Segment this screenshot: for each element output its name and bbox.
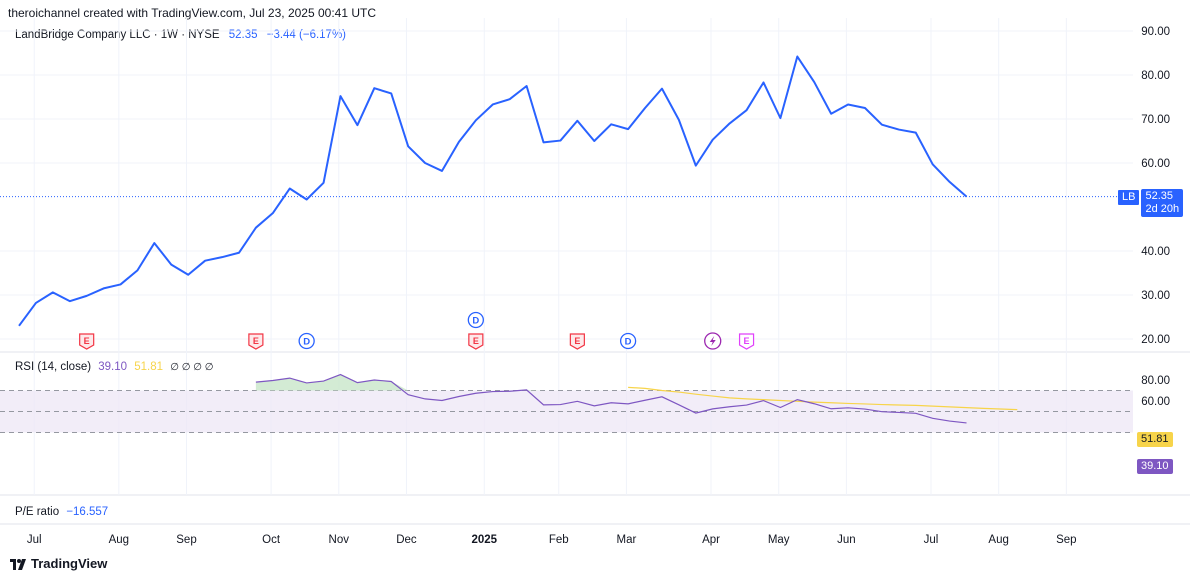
pe-label: P/E ratio [15, 506, 60, 518]
earnings-icon[interactable]: E [569, 333, 585, 350]
dividend-badge [467, 311, 484, 329]
price-tag-value: 52.35 [1145, 190, 1173, 202]
rsi-ma-tag: 51.81 [1137, 432, 1173, 447]
earnings-letter: E [473, 336, 479, 346]
last-price-tag: LB 52.35 2d 20h [1117, 189, 1184, 217]
time-axis-tick: 2025 [472, 534, 498, 546]
earnings-badge [248, 333, 264, 350]
time-axis-tick: Sep [1056, 534, 1076, 546]
earnings-badge [738, 333, 755, 350]
price-axis-tick: 70.00 [1141, 114, 1170, 126]
chart-credit: theroichannel created with TradingView.c… [8, 6, 376, 20]
brand-name: TradingView [31, 556, 108, 571]
dividend-badge [619, 332, 637, 350]
price-axis-tick: 90.00 [1141, 26, 1170, 38]
earnings-icon[interactable]: E [468, 333, 484, 350]
time-axis-tick: Feb [549, 534, 569, 546]
rsi-band-fill [0, 390, 1133, 433]
price-axis-tick: 20.00 [1141, 334, 1170, 346]
time-axis-tick: Jun [837, 534, 856, 546]
time-axis-tick: Dec [396, 534, 417, 546]
symbol-legend[interactable]: LandBridge Company LLC · 1W · NYSE 52.35… [15, 29, 346, 41]
time-axis-tick: Jul [27, 534, 42, 546]
time-axis-tick: Mar [617, 534, 637, 546]
dividend-letter: D [625, 337, 632, 348]
event-markers[interactable]: E E D EDE D E [79, 311, 755, 350]
time-axis-tick: Nov [329, 534, 350, 546]
time-axis-tick: Jul [924, 534, 939, 546]
rsi-overbought-fill [255, 374, 544, 391]
earnings-icon[interactable]: E [79, 333, 95, 350]
last-price: 52.35 [228, 29, 258, 41]
time-axis-tick: Aug [109, 534, 129, 546]
dividend-icon[interactable]: D [619, 332, 637, 350]
time-axis-tick: May [768, 534, 790, 546]
rsi-axis-tick: 80.00 [1141, 375, 1170, 387]
rsi-ma-line [628, 386, 1018, 411]
time-axis-tick: Oct [262, 534, 281, 546]
price-tag-countdown: 2d 20h [1145, 203, 1180, 215]
dividend-badge [298, 332, 315, 350]
earnings-letter: E [84, 336, 90, 346]
rsi-extra-values: ∅ ∅ ∅ ∅ [170, 362, 214, 373]
earnings-icon[interactable]: E [738, 333, 755, 350]
rsi-value: 39.10 [98, 361, 128, 373]
dividend-icon[interactable]: D [467, 311, 484, 329]
earnings-badge [79, 333, 95, 350]
price-line [18, 55, 968, 327]
price-axis-tick: 30.00 [1141, 290, 1170, 302]
rsi-series [255, 373, 1018, 424]
axes: 90.00 80.00 70.00 60.00 40.00 30.00 20.00 Jul Au… [27, 26, 1170, 546]
rsi-label: RSI (14, close) [15, 361, 92, 373]
time-axis-tick: Sep [176, 534, 196, 546]
earnings-icon[interactable]: E [248, 333, 264, 350]
tradingview-logo-icon [10, 558, 26, 570]
tradingview-brand[interactable]: TradingView [10, 556, 107, 571]
pe-legend[interactable]: P/E ratio −16.557 [15, 506, 108, 518]
dividend-letter: D [472, 316, 479, 327]
rsi-axis-tick: 60.00 [1141, 396, 1170, 408]
earnings-letter: E [744, 336, 750, 346]
lightning-icon [709, 336, 716, 346]
rsi-legend[interactable]: RSI (14, close) 39.10 51.81 ∅ ∅ ∅ ∅ [15, 361, 213, 373]
rsi-line [255, 373, 967, 424]
price-countdown-box: 52.35 2d 20h [1141, 189, 1184, 217]
ticker-tag: LB [1117, 189, 1141, 206]
pe-value: −16.557 [66, 506, 109, 518]
split-icon[interactable] [704, 332, 722, 350]
rsi-band [0, 390, 1133, 433]
price-series [0, 55, 1133, 327]
symbol-description: LandBridge Company LLC · 1W · NYSE [15, 29, 220, 41]
price-change: −3.44 (−6.17%) [266, 29, 347, 41]
rsi-ma-value: 51.81 [134, 361, 164, 373]
earnings-badge [569, 333, 585, 350]
grid [0, 18, 1190, 525]
time-axis-tick: Apr [702, 534, 720, 546]
price-axis-tick: 80.00 [1141, 70, 1170, 82]
earnings-letter: E [253, 336, 259, 346]
dividend-letter: D [303, 337, 310, 348]
time-axis-tick: Aug [988, 534, 1008, 546]
earnings-letter: E [574, 336, 580, 346]
price-axis-tick: 60.00 [1141, 158, 1170, 170]
dividend-icon[interactable]: D [298, 332, 315, 350]
rsi-value-tag: 39.10 [1137, 459, 1173, 474]
earnings-badge [468, 333, 484, 350]
price-axis-tick: 40.00 [1141, 246, 1170, 258]
